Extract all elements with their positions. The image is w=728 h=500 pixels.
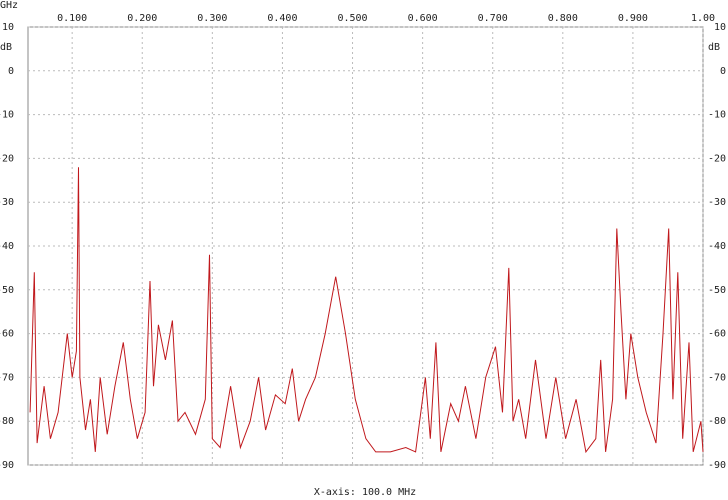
y-tick-label-right: -20	[708, 153, 726, 164]
y-tick-label-left: -80	[0, 416, 14, 427]
y-tick-label-left: 10	[2, 22, 14, 33]
y-tick-label-right: -30	[708, 197, 726, 208]
x-tick-label: 0.800	[548, 13, 578, 24]
x-axis-note: X-axis: 100.0 MHz	[314, 487, 416, 498]
y-tick-label-left: -60	[0, 329, 14, 340]
y-tick-label-left: 0	[8, 66, 14, 77]
y-tick-label-left: -90	[0, 460, 14, 471]
y-tick-label-right: -10	[708, 110, 726, 121]
x-tick-label: 0.400	[267, 13, 297, 24]
y-tick-label-right: -50	[708, 285, 726, 296]
x-tick-label: 0.500	[337, 13, 367, 24]
y-unit-right: dB	[708, 42, 720, 53]
y-tick-label-right: -60	[708, 329, 726, 340]
x-tick-label: 0.600	[408, 13, 438, 24]
x-unit: GHz	[0, 0, 18, 11]
y-tick-label-right: 10	[714, 22, 726, 33]
spectrum-trace	[29, 167, 704, 454]
x-tick-label: 1.00	[691, 13, 715, 24]
y-tick-label-right: -80	[708, 416, 726, 427]
y-tick-label-left: -30	[0, 197, 14, 208]
y-tick-label-left: -40	[0, 241, 14, 252]
x-tick-label: 0.200	[127, 13, 157, 24]
y-tick-label-left: -50	[0, 285, 14, 296]
y-tick-label-left: -10	[0, 110, 14, 121]
y-tick-label-left: -20	[0, 153, 14, 164]
x-tick-label: 0.900	[618, 13, 648, 24]
x-tick-label: 0.700	[478, 13, 508, 24]
y-tick-label-left: -70	[0, 372, 14, 383]
y-tick-label-right: -90	[708, 460, 726, 471]
x-tick-label: 0.300	[197, 13, 227, 24]
y-tick-label-right: -70	[708, 372, 726, 383]
x-tick-label: 0.100	[57, 13, 87, 24]
y-unit-left: dB	[0, 42, 12, 53]
y-tick-label-right: 0	[720, 66, 726, 77]
y-tick-label-right: -40	[708, 241, 726, 252]
